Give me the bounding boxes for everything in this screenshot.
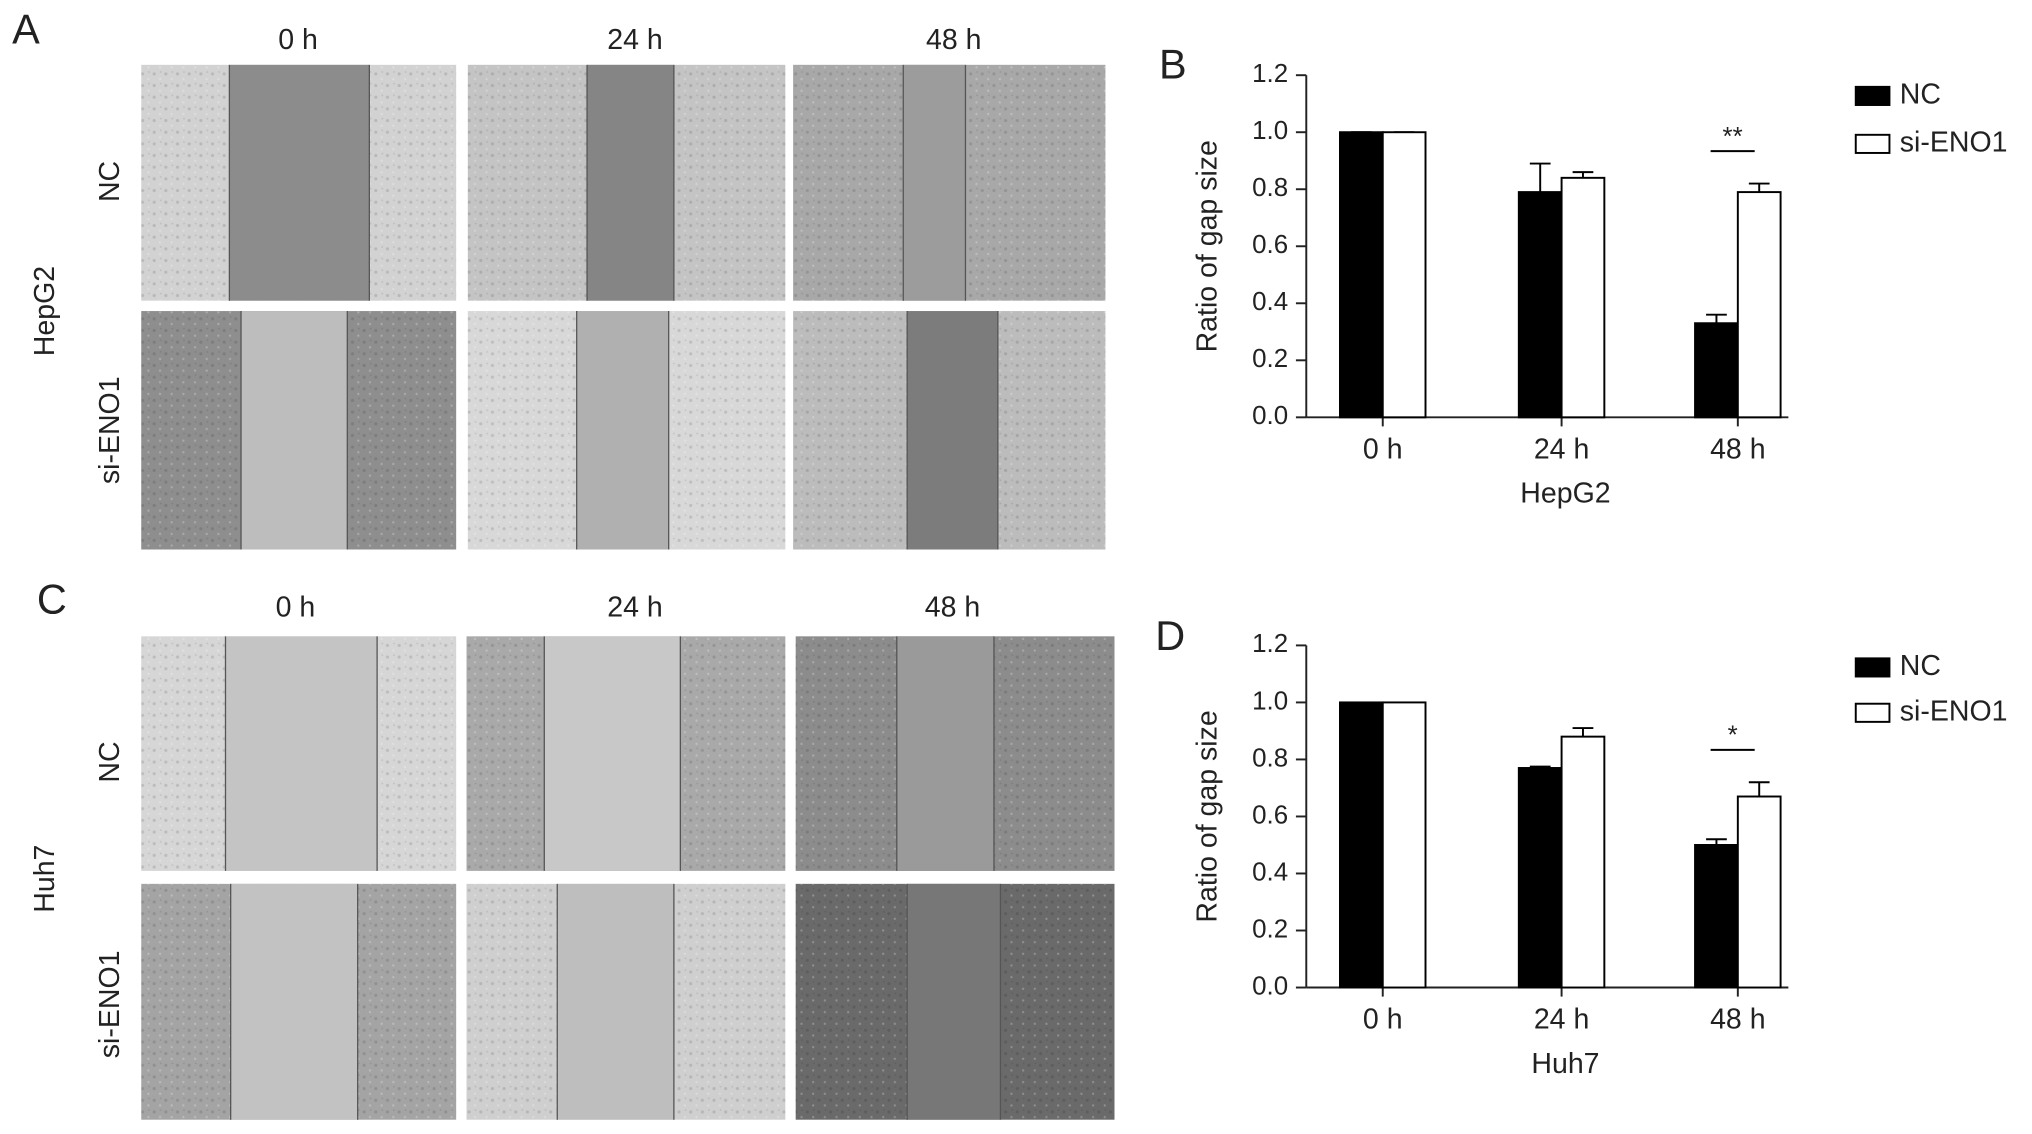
column-label: 24 h (607, 24, 662, 56)
significance-label: ** (1723, 123, 1743, 151)
bar (1339, 131, 1384, 419)
scratch-gap (896, 636, 994, 871)
legend-label: NC (1900, 650, 1941, 682)
scratch-gap (576, 311, 669, 550)
bar (1517, 191, 1563, 419)
x-tick-label: 24 h (1534, 1004, 1589, 1036)
bar (1560, 176, 1606, 419)
bar (1694, 322, 1739, 419)
column-label: 0 h (276, 592, 316, 624)
panel-letter: D (1155, 612, 1185, 659)
y-tick-label: 0.2 (1252, 345, 1288, 373)
column-label: 48 h (926, 24, 981, 56)
legend-label: si-ENO1 (1900, 695, 2008, 727)
scratch-gap (907, 883, 1001, 1120)
legend-swatch (1854, 133, 1891, 154)
x-axis-label: Huh7 (1531, 1048, 1599, 1080)
column-label: 48 h (925, 592, 980, 624)
y-tick-label: 0.8 (1252, 744, 1288, 772)
legend-label: NC (1900, 78, 1941, 110)
panel-letter: A (12, 5, 40, 52)
column-label: 24 h (607, 592, 662, 624)
legend-swatch (1854, 85, 1891, 106)
scratch-gap (903, 64, 966, 301)
row-label: si-ENO1 (94, 376, 126, 484)
x-tick-label: 0 h (1363, 434, 1403, 466)
y-axis-label: Ratio of gap size (1192, 140, 1224, 352)
panel-letter: C (37, 576, 67, 623)
bar (1560, 735, 1606, 989)
column-label: 0 h (278, 24, 318, 56)
scratch-gap (229, 64, 370, 301)
legend-swatch (1854, 657, 1891, 678)
cell-line-label: Huh7 (29, 845, 61, 913)
y-tick-label: 0.0 (1252, 402, 1288, 430)
scratch-gap (544, 636, 681, 871)
scratch-gap (557, 883, 674, 1120)
bar (1381, 701, 1427, 989)
legend-swatch (1854, 702, 1891, 723)
scratch-gap (230, 883, 358, 1120)
scratch-gap (587, 64, 674, 301)
x-tick-label: 24 h (1534, 434, 1589, 466)
y-tick-label: 0.2 (1252, 915, 1288, 943)
y-tick-label: 1.0 (1252, 117, 1288, 145)
y-tick-label: 0.0 (1252, 972, 1288, 1000)
y-tick-label: 1.0 (1252, 687, 1288, 715)
y-tick-label: 0.6 (1252, 801, 1288, 829)
significance-label: * (1728, 722, 1738, 750)
y-axis-label: Ratio of gap size (1192, 710, 1224, 922)
row-label: NC (94, 741, 126, 782)
row-label: si-ENO1 (94, 951, 126, 1059)
y-tick-label: 0.4 (1252, 858, 1288, 886)
bar (1339, 701, 1384, 989)
bar (1517, 767, 1563, 989)
x-tick-label: 48 h (1710, 1004, 1765, 1036)
row-label: NC (94, 161, 126, 202)
scratch-gap (907, 311, 998, 550)
legend-label: si-ENO1 (1900, 126, 2008, 158)
scratch-gap (225, 636, 378, 871)
scratch-gap (241, 311, 348, 550)
x-tick-label: 0 h (1363, 1004, 1403, 1036)
bar (1694, 844, 1739, 989)
x-axis-label: HepG2 (1520, 478, 1610, 510)
bar (1736, 191, 1782, 419)
y-tick-label: 0.6 (1252, 231, 1288, 259)
bar (1381, 131, 1427, 419)
x-tick-label: 48 h (1710, 434, 1765, 466)
y-tick-label: 1.2 (1252, 630, 1288, 658)
y-tick-label: 0.4 (1252, 288, 1288, 316)
cell-line-label: HepG2 (29, 266, 61, 356)
bar (1736, 795, 1782, 989)
y-tick-label: 0.8 (1252, 174, 1288, 202)
panel-letter: B (1159, 40, 1187, 87)
y-tick-label: 1.2 (1252, 60, 1288, 88)
